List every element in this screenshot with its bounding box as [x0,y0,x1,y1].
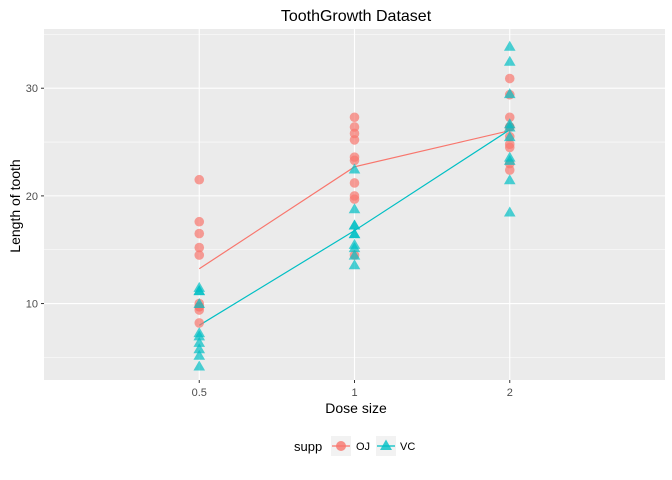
point-oj-dose-0.5-8 [194,228,205,239]
y-tick-label-1: 20 [26,191,38,203]
point-vc-dose-1-5 [348,219,361,230]
legend-label-oj: OJ [356,441,370,453]
point-vc-dose-0.5-8 [193,349,206,360]
point-vc-dose-0.5-0 [193,360,206,371]
point-oj-dose-0.5-1 [194,174,205,185]
point-vc-dose-2-3 [503,131,516,142]
point-vc-dose-1-9 [348,238,361,249]
point-vc-dose-1-8 [348,203,361,214]
point-vc-dose-2-2 [503,40,516,51]
legend-oj-marker [336,441,346,451]
point-oj-dose-2-7 [504,112,515,123]
point-vc-dose-2-7 [503,174,516,185]
data-points [193,40,516,371]
y-axis-title: Length of tooth [7,159,23,252]
point-oj-dose-2-4 [504,139,515,150]
point-oj-dose-1-9 [349,112,360,123]
point-vc-dose-0.5-3 [193,343,206,354]
point-vc-dose-0.5-7 [193,285,206,296]
y-tick-label-0: 10 [26,299,38,311]
point-oj-dose-1-4 [349,191,360,201]
point-vc-dose-0.5-5 [193,298,206,309]
point-vc-dose-0.5-4 [193,336,206,347]
point-oj-dose-0.5-6 [194,318,205,328]
point-vc-dose-1-4 [348,163,361,174]
point-vc-dose-2-1 [503,206,516,217]
point-vc-dose-0.5-9 [193,330,206,341]
point-vc-dose-2-6 [503,118,516,129]
y-tick-label-2: 30 [26,83,38,95]
legend-label-vc: VC [400,441,415,453]
series-oj [194,73,515,328]
x-tick-label-1: 1 [351,387,357,399]
x-tick-label-2: 2 [507,387,513,399]
point-oj-dose-0.5-4 [194,250,205,260]
axes: 10 20 30 0.5 1 2 [26,83,513,399]
point-oj-dose-0.5-2 [194,216,205,227]
x-axis-title: Dose size [325,400,387,416]
point-vc-dose-2-9 [503,88,516,99]
legend: supp OJ VC [294,436,415,456]
point-vc-dose-2-8 [503,154,516,165]
point-oj-dose-1-7 [349,178,360,188]
point-vc-dose-2-5 [503,55,516,66]
series-vc [193,40,516,371]
point-vc-dose-1-1 [348,228,361,239]
x-tick-label-0: 0.5 [192,387,207,399]
point-oj-dose-2-5 [504,73,515,84]
point-vc-dose-1-6 [348,259,361,270]
point-oj-dose-0.5-0 [194,242,205,253]
legend-title: supp [294,439,322,454]
chart-title: ToothGrowth Dataset [281,8,432,25]
point-vc-dose-1-7 [348,249,361,260]
legend-vc-marker [380,439,392,450]
point-oj-dose-1-2 [349,152,360,162]
point-oj-dose-1-6 [349,128,360,139]
